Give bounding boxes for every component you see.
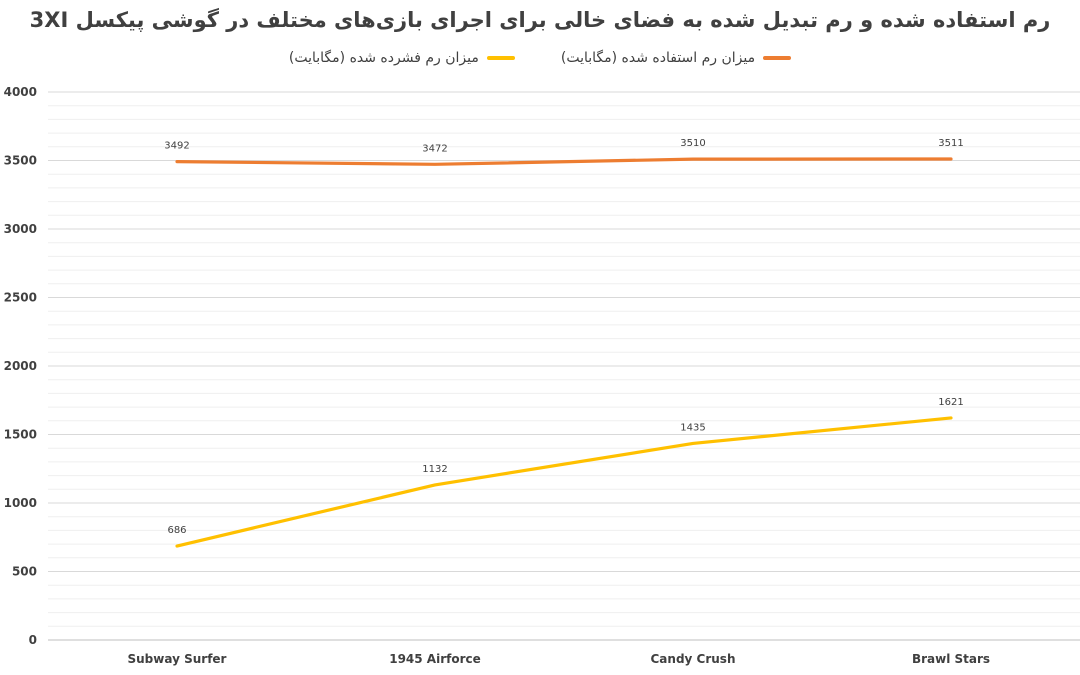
- y-tick-label: 2500: [4, 291, 37, 305]
- data-label: 3510: [680, 138, 705, 149]
- y-tick-label: 0: [29, 633, 37, 647]
- legend-entry-compressed: میزان رم فشرده شده (مگابایت): [289, 50, 515, 66]
- chart-title: رم استفاده شده و رم تبدیل شده به فضای خا…: [29, 8, 1051, 32]
- data-label: 3511: [938, 138, 963, 149]
- y-tick-label: 1500: [4, 428, 37, 442]
- y-tick-label: 1000: [4, 496, 37, 510]
- y-tick-label: 3000: [4, 222, 37, 236]
- legend-label-compressed: میزان رم فشرده شده (مگابایت): [288, 50, 479, 66]
- data-label: 1435: [680, 422, 705, 433]
- series-line-0: [175, 157, 953, 166]
- data-label: 686: [167, 525, 186, 536]
- series-line-1: [175, 416, 953, 548]
- y-tick-label: 500: [12, 565, 37, 579]
- x-tick-label: Subway Surfer: [128, 652, 227, 666]
- x-tick-label: Candy Crush: [651, 652, 736, 666]
- data-label: 1621: [938, 397, 963, 408]
- y-tick-label: 2000: [4, 359, 37, 373]
- x-tick-label: Brawl Stars: [912, 652, 990, 666]
- legend-swatch-used: [763, 56, 792, 60]
- legend-entry-used: میزان رم استفاده شده (مگابایت): [560, 50, 792, 66]
- y-tick-label: 4000: [4, 85, 37, 99]
- legend-swatch-compressed: [486, 56, 515, 60]
- legend: میزان رم استفاده شده (مگابایت) میزان رم …: [0, 50, 1080, 66]
- y-tick-label: 3500: [4, 154, 37, 168]
- data-label: 1132: [422, 464, 447, 475]
- data-label: 3492: [164, 141, 189, 152]
- legend-label-used: میزان رم استفاده شده (مگابایت): [560, 50, 756, 66]
- x-tick-label: 1945 Airforce: [389, 652, 481, 666]
- data-label: 3472: [422, 143, 447, 154]
